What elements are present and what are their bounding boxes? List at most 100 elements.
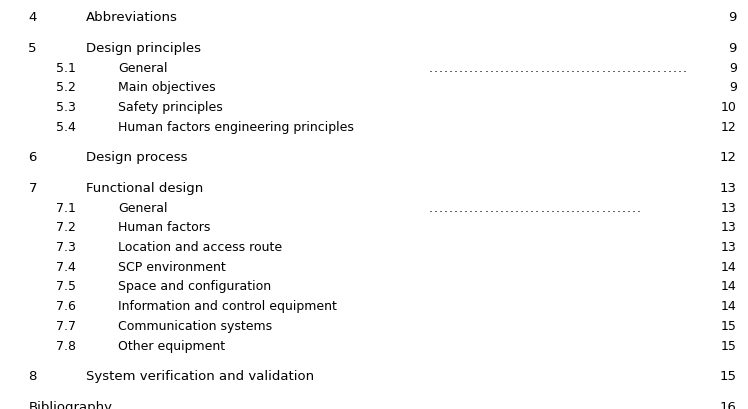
Text: 13: 13 bbox=[721, 240, 737, 253]
Text: .: . bbox=[438, 201, 442, 214]
Text: Bibliography: Bibliography bbox=[28, 400, 112, 409]
Text: .: . bbox=[438, 61, 442, 74]
Text: 7: 7 bbox=[28, 182, 37, 194]
Text: 7.7: 7.7 bbox=[56, 319, 76, 332]
Text: .: . bbox=[489, 61, 493, 74]
Text: .: . bbox=[591, 61, 595, 74]
Text: .: . bbox=[632, 201, 636, 214]
Text: 7.6: 7.6 bbox=[56, 299, 76, 312]
Text: .: . bbox=[469, 61, 473, 74]
Text: .: . bbox=[592, 400, 595, 409]
Text: .: . bbox=[667, 61, 671, 74]
Text: 9: 9 bbox=[729, 81, 737, 94]
Text: .: . bbox=[505, 201, 509, 214]
Text: 7.8: 7.8 bbox=[56, 339, 76, 352]
Text: .: . bbox=[545, 201, 549, 214]
Text: Human factors engineering principles: Human factors engineering principles bbox=[118, 121, 354, 133]
Text: Abbreviations: Abbreviations bbox=[86, 11, 178, 24]
Text: .: . bbox=[632, 400, 637, 409]
Text: Information and control equipment: Information and control equipment bbox=[118, 299, 337, 312]
Text: .: . bbox=[449, 201, 453, 214]
Text: 9: 9 bbox=[729, 11, 737, 24]
Text: .: . bbox=[489, 201, 493, 214]
Text: 7.3: 7.3 bbox=[56, 240, 76, 253]
Text: 5.2: 5.2 bbox=[56, 81, 76, 94]
Text: Functional design: Functional design bbox=[86, 182, 203, 194]
Text: Safety principles: Safety principles bbox=[118, 101, 223, 114]
Text: .: . bbox=[474, 61, 478, 74]
Text: .: . bbox=[479, 201, 483, 214]
Text: .: . bbox=[444, 61, 447, 74]
Text: 5.3: 5.3 bbox=[56, 101, 76, 114]
Text: .: . bbox=[551, 201, 554, 214]
Text: .: . bbox=[479, 61, 483, 74]
Text: .: . bbox=[545, 61, 549, 74]
Text: .: . bbox=[520, 201, 524, 214]
Text: .: . bbox=[617, 400, 621, 409]
Text: 4: 4 bbox=[28, 11, 37, 24]
Text: .: . bbox=[637, 61, 641, 74]
Text: 15: 15 bbox=[721, 339, 737, 352]
Text: .: . bbox=[535, 201, 539, 214]
Text: .: . bbox=[474, 201, 478, 214]
Text: .: . bbox=[642, 61, 646, 74]
Text: 7.5: 7.5 bbox=[56, 280, 76, 293]
Text: 6: 6 bbox=[28, 151, 37, 164]
Text: SCP environment: SCP environment bbox=[118, 260, 226, 273]
Text: .: . bbox=[535, 61, 539, 74]
Text: .: . bbox=[611, 61, 616, 74]
Text: .: . bbox=[672, 61, 676, 74]
Text: .: . bbox=[683, 61, 687, 74]
Text: .: . bbox=[647, 61, 651, 74]
Text: .: . bbox=[565, 61, 569, 74]
Text: 9: 9 bbox=[729, 61, 737, 74]
Text: .: . bbox=[616, 61, 620, 74]
Text: .: . bbox=[678, 61, 681, 74]
Text: .: . bbox=[540, 201, 544, 214]
Text: .: . bbox=[622, 201, 625, 214]
Text: .: . bbox=[627, 201, 631, 214]
Text: .: . bbox=[607, 400, 611, 409]
Text: .: . bbox=[612, 400, 616, 409]
Text: .: . bbox=[611, 201, 616, 214]
Text: .: . bbox=[627, 61, 631, 74]
Text: .: . bbox=[662, 61, 666, 74]
Text: .: . bbox=[525, 201, 529, 214]
Text: 5: 5 bbox=[28, 42, 37, 55]
Text: .: . bbox=[571, 61, 574, 74]
Text: .: . bbox=[428, 61, 432, 74]
Text: .: . bbox=[576, 201, 580, 214]
Text: Design principles: Design principles bbox=[86, 42, 201, 55]
Text: Design process: Design process bbox=[86, 151, 188, 164]
Text: .: . bbox=[652, 61, 656, 74]
Text: 13: 13 bbox=[721, 221, 737, 234]
Text: 15: 15 bbox=[721, 319, 737, 332]
Text: .: . bbox=[449, 61, 453, 74]
Text: .: . bbox=[607, 61, 610, 74]
Text: 7.2: 7.2 bbox=[56, 221, 76, 234]
Text: 5.4: 5.4 bbox=[56, 121, 76, 133]
Text: .: . bbox=[560, 201, 565, 214]
Text: .: . bbox=[515, 61, 518, 74]
Text: .: . bbox=[428, 201, 432, 214]
Text: 13: 13 bbox=[721, 201, 737, 214]
Text: .: . bbox=[586, 201, 590, 214]
Text: .: . bbox=[657, 61, 661, 74]
Text: .: . bbox=[551, 61, 554, 74]
Text: .: . bbox=[459, 61, 463, 74]
Text: .: . bbox=[464, 201, 468, 214]
Text: .: . bbox=[530, 201, 534, 214]
Text: .: . bbox=[571, 201, 574, 214]
Text: .: . bbox=[581, 201, 585, 214]
Text: .: . bbox=[484, 61, 488, 74]
Text: .: . bbox=[453, 201, 458, 214]
Text: .: . bbox=[520, 61, 524, 74]
Text: 7.1: 7.1 bbox=[56, 201, 76, 214]
Text: .: . bbox=[616, 201, 620, 214]
Text: .: . bbox=[586, 400, 591, 409]
Text: 9: 9 bbox=[729, 42, 737, 55]
Text: .: . bbox=[581, 61, 585, 74]
Text: .: . bbox=[433, 61, 438, 74]
Text: .: . bbox=[627, 400, 631, 409]
Text: 14: 14 bbox=[721, 299, 737, 312]
